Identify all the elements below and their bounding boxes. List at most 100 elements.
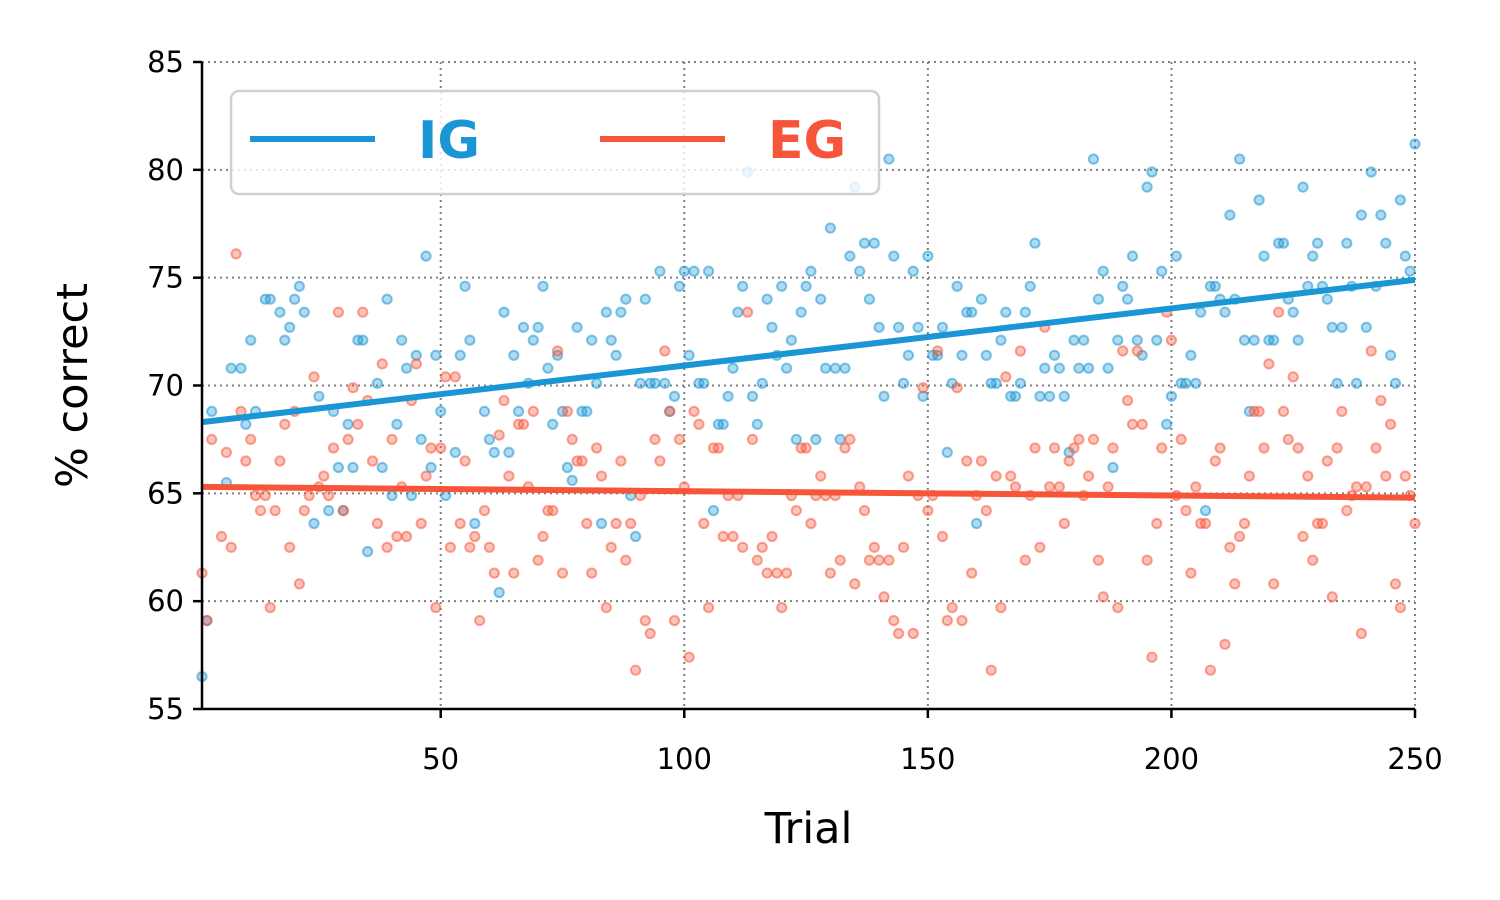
data-point: [737, 541, 749, 553]
data-point: [630, 664, 642, 676]
data-point: [415, 517, 427, 530]
data-point: [1312, 237, 1324, 249]
data-point: [284, 321, 296, 333]
scatter-points: [196, 138, 1421, 683]
data-point: [630, 530, 642, 543]
y-tick-label: 65: [147, 476, 184, 510]
data-point: [1331, 377, 1343, 389]
data-point: [459, 280, 471, 292]
data-point: [1326, 321, 1338, 333]
data-point: [839, 362, 851, 374]
data-point: [824, 222, 837, 234]
data-point: [1394, 194, 1407, 206]
data-point: [1321, 455, 1333, 467]
data-point: [581, 405, 593, 417]
data-point: [1029, 442, 1041, 454]
legend-frame: [229, 89, 881, 196]
data-point: [615, 455, 627, 467]
data-point: [1336, 405, 1348, 417]
data-point: [469, 530, 481, 543]
data-point: [888, 615, 900, 627]
data-point: [552, 345, 564, 357]
data-point: [1195, 306, 1207, 318]
data-point: [240, 455, 252, 467]
data-point: [1341, 237, 1353, 249]
data-point: [610, 517, 622, 530]
data-point: [561, 405, 574, 417]
x-tick-label: 200: [1144, 742, 1199, 776]
data-point: [1409, 517, 1421, 530]
data-point: [990, 377, 1002, 389]
data-point: [1394, 602, 1407, 614]
data-point: [785, 334, 798, 346]
data-point: [1141, 181, 1153, 193]
data-point: [1287, 306, 1299, 318]
data-point: [683, 349, 695, 361]
data-point: [1112, 602, 1124, 614]
data-point: [225, 362, 237, 374]
data-point: [995, 334, 1007, 346]
data-point: [469, 517, 481, 530]
data-point: [1126, 250, 1139, 262]
data-point: [1102, 362, 1114, 374]
data-point: [493, 429, 505, 441]
data-point: [547, 505, 559, 517]
data-point: [620, 554, 632, 566]
data-point: [245, 433, 257, 445]
data-point: [586, 334, 598, 346]
data-point: [591, 377, 603, 389]
data-point: [245, 334, 257, 346]
data-point: [1258, 250, 1270, 262]
data-point: [201, 615, 213, 627]
data-point: [722, 390, 734, 402]
data-point: [873, 554, 885, 566]
data-point: [824, 567, 837, 579]
data-point: [576, 455, 588, 467]
data-point: [1014, 377, 1027, 389]
data-point: [1005, 470, 1017, 482]
data-point: [313, 390, 325, 402]
y-axis-label: % correct: [48, 283, 98, 488]
data-point: [274, 455, 286, 467]
data-point: [1107, 442, 1119, 454]
data-point: [1190, 481, 1202, 493]
data-point: [332, 306, 344, 318]
data-point: [1224, 541, 1236, 553]
data-point: [781, 567, 793, 579]
data-point: [863, 293, 876, 305]
data-point: [1365, 166, 1377, 178]
data-point: [620, 293, 632, 305]
data-point: [1355, 209, 1368, 221]
data-point: [1297, 530, 1309, 543]
data-point: [688, 405, 700, 417]
data-point: [396, 334, 408, 346]
data-point: [483, 433, 495, 445]
data-point: [595, 470, 608, 482]
data-point: [1404, 265, 1416, 277]
data-point: [503, 446, 515, 458]
series-points-ig: [196, 138, 1421, 683]
data-point: [961, 455, 973, 467]
data-point: [279, 418, 291, 430]
data-point: [1238, 334, 1251, 346]
data-point: [264, 293, 276, 305]
data-point: [897, 541, 910, 553]
data-point: [1029, 237, 1041, 249]
data-point: [766, 321, 778, 333]
data-point: [883, 554, 895, 566]
data-point: [990, 470, 1002, 482]
data-point: [776, 602, 788, 614]
data-point: [1092, 293, 1105, 305]
data-point: [1126, 418, 1139, 430]
data-point: [1350, 481, 1363, 493]
data-point: [1389, 578, 1402, 590]
data-point: [1073, 433, 1085, 445]
data-point: [1068, 334, 1080, 346]
data-point: [342, 433, 354, 445]
data-point: [274, 306, 286, 318]
data-point: [683, 651, 695, 663]
data-point: [1321, 293, 1333, 305]
data-point: [980, 505, 992, 517]
data-point: [956, 615, 968, 627]
